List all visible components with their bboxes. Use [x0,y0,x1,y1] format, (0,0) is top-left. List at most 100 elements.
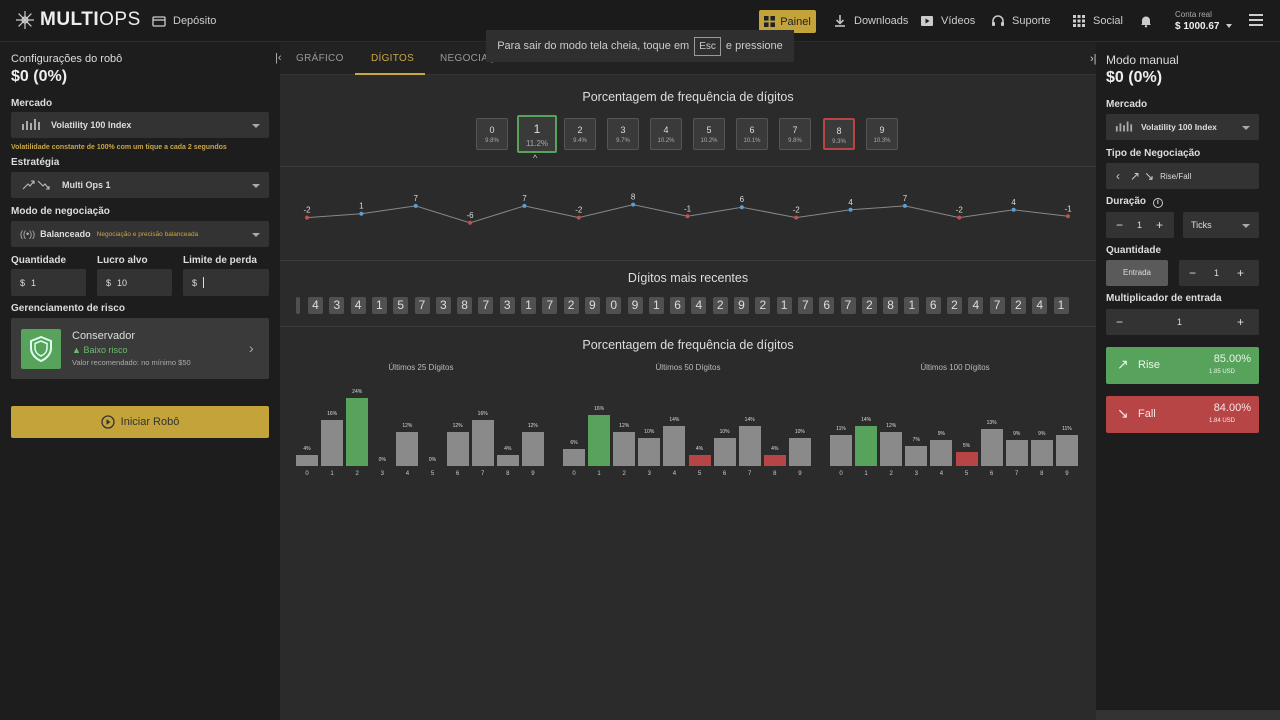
bar-x-label: 8 [1040,471,1044,477]
manual-quantidade-label: Quantidade [1106,245,1162,256]
plus-icon[interactable]: + [1237,266,1245,280]
entrada-button[interactable]: Entrada [1106,260,1168,286]
manual-mode-panel: ›| Modo manual $0 (0%) Mercado Volatilit… [1090,43,1280,720]
tab-digitos[interactable]: DÍGITOS [371,53,415,64]
suporte-label: Suporte [1012,15,1051,27]
mult-value: 1 [1177,317,1183,327]
tick-point [1066,214,1070,219]
wallet-icon [152,16,166,27]
collapse-left-icon[interactable]: |‹ [275,52,282,64]
tick-label: 7 [413,194,418,203]
fall-button[interactable]: ↘ Fall 84.00% 1.84 USD [1106,396,1259,433]
deposito-link[interactable]: Depósito [152,0,216,42]
quantidade-input[interactable]: $1 [11,269,86,296]
minus-icon[interactable]: − [1116,218,1124,232]
digit-box-1[interactable]: 1 11.2% [517,115,557,153]
bar-x-label: 5 [697,471,702,477]
recent-digit: 6 [819,297,835,314]
logo-text: MULTIOPS [40,9,141,30]
digit-box-3[interactable]: 3 9.7% [607,118,639,150]
tick-point [902,203,907,208]
risk-profile-card[interactable]: Conservador ▲ Baixo risco Valor recomend… [11,318,269,379]
notifications-button[interactable] [1139,0,1153,42]
manual-mercado-label: Mercado [1106,99,1148,110]
mercado-value: Volatility 100 Index [51,120,132,130]
tick-point [413,203,418,208]
modo-select[interactable]: ((•)) Balanceado Negociação e precisão b… [11,221,269,247]
manual-value: $0 (0%) [1106,69,1163,86]
digit-percent: 11.2% [525,139,549,148]
logo[interactable]: MULTIOPS [14,9,141,31]
toast-text: Para sair do modo tela cheia, toque em [497,40,690,52]
rise-button[interactable]: ↗ Rise 85.00% 1.85 USD [1106,347,1259,384]
toast-text-after: e pressione [725,40,783,52]
tab-negociacoes[interactable]: NEGOCIAÇÕES [440,53,518,64]
bar-digit-2 [613,431,636,466]
tipo-select[interactable]: ‹ ↗ ↘ Rise/Fall [1106,163,1259,189]
currency-symbol: $ [192,277,198,288]
bar-x-label: 7 [481,471,485,477]
account-selector[interactable]: Conta real $ 1000.67 [1175,10,1233,32]
digit-box-9[interactable]: 9 10.3% [866,118,898,150]
digit-box-4[interactable]: 4 10.2% [650,118,682,150]
digit-box-8[interactable]: 8 9.3% [823,118,855,150]
social-link[interactable]: Social [1072,0,1123,42]
start-robot-label: Iniciar Robô [120,416,180,428]
duracao-unit-select[interactable]: Ticks [1183,212,1259,238]
digit-box-5[interactable]: 5 10.2% [693,118,725,150]
tick-label: 6 [740,195,745,204]
digit-box-0[interactable]: 0 9.8% [476,118,508,150]
panel-value: $0 (0%) [11,68,68,85]
bar-percent: 10% [644,428,655,435]
tick-point [739,205,744,210]
suporte-link[interactable]: Suporte [991,0,1051,42]
tick-label: -1 [684,204,692,213]
manual-quantidade-stepper[interactable]: − 1 + [1179,260,1259,286]
quantidade-label: Quantidade [11,255,67,266]
digit-percent: 10.2% [700,138,718,144]
volatility-icon [22,119,40,130]
tick-point [631,202,636,207]
recent-digit: 8 [457,297,473,314]
recent-digit: 2 [563,297,579,314]
digit-box-2[interactable]: 2 9.4% [564,118,596,150]
painel-button[interactable]: Painel [759,10,816,33]
manual-mercado-select[interactable]: Volatility 100 Index [1106,114,1259,140]
logo-icon [16,11,34,29]
bar-percent: 9% [1013,431,1021,438]
divider [280,166,1096,167]
tick-label: 4 [848,198,853,207]
limite-value [203,277,205,288]
menu-icon[interactable] [1249,14,1263,29]
start-robot-button[interactable]: Iniciar Robô [11,406,269,438]
bar-x-label: 6 [989,471,994,477]
estrategia-select[interactable]: Multi Ops 1 [11,172,269,198]
digit-box-7[interactable]: 7 9.8% [779,118,811,150]
bar-digit-1 [855,426,878,466]
tipo-value: Rise/Fall [1160,171,1192,181]
plus-icon[interactable]: + [1156,218,1164,232]
horizontal-scrollbar[interactable] [1096,710,1280,720]
minus-icon[interactable]: − [1116,315,1124,329]
digit-label: 8 [836,126,842,136]
tab-grafico[interactable]: GRÁFICO [296,53,344,64]
limite-input[interactable]: $ [183,269,269,296]
videos-link[interactable]: Vídeos [920,0,975,42]
collapse-right-icon[interactable]: ›| [1090,53,1097,65]
duracao-stepper[interactable]: − 1 + [1106,212,1174,238]
recent-digit: 2 [755,297,771,314]
mercado-select[interactable]: Volatility 100 Index [11,112,269,138]
plus-icon[interactable]: + [1237,315,1245,329]
info-icon[interactable]: i [1152,198,1163,208]
digit-label: 5 [706,125,712,135]
digit-box-6[interactable]: 6 10.1% [736,118,768,150]
limite-label: Limite de perda [183,255,257,266]
duracao-value: 1 [1137,220,1143,230]
tipo-label: Tipo de Negociação [1106,148,1201,159]
minus-icon[interactable]: − [1189,266,1197,280]
mult-stepper[interactable]: − 1 + [1106,309,1259,335]
downloads-link[interactable]: Downloads [833,0,908,42]
bar-digit-5 [688,454,711,466]
lucro-input[interactable]: $10 [97,269,172,296]
recent-digit: 6 [925,297,941,314]
